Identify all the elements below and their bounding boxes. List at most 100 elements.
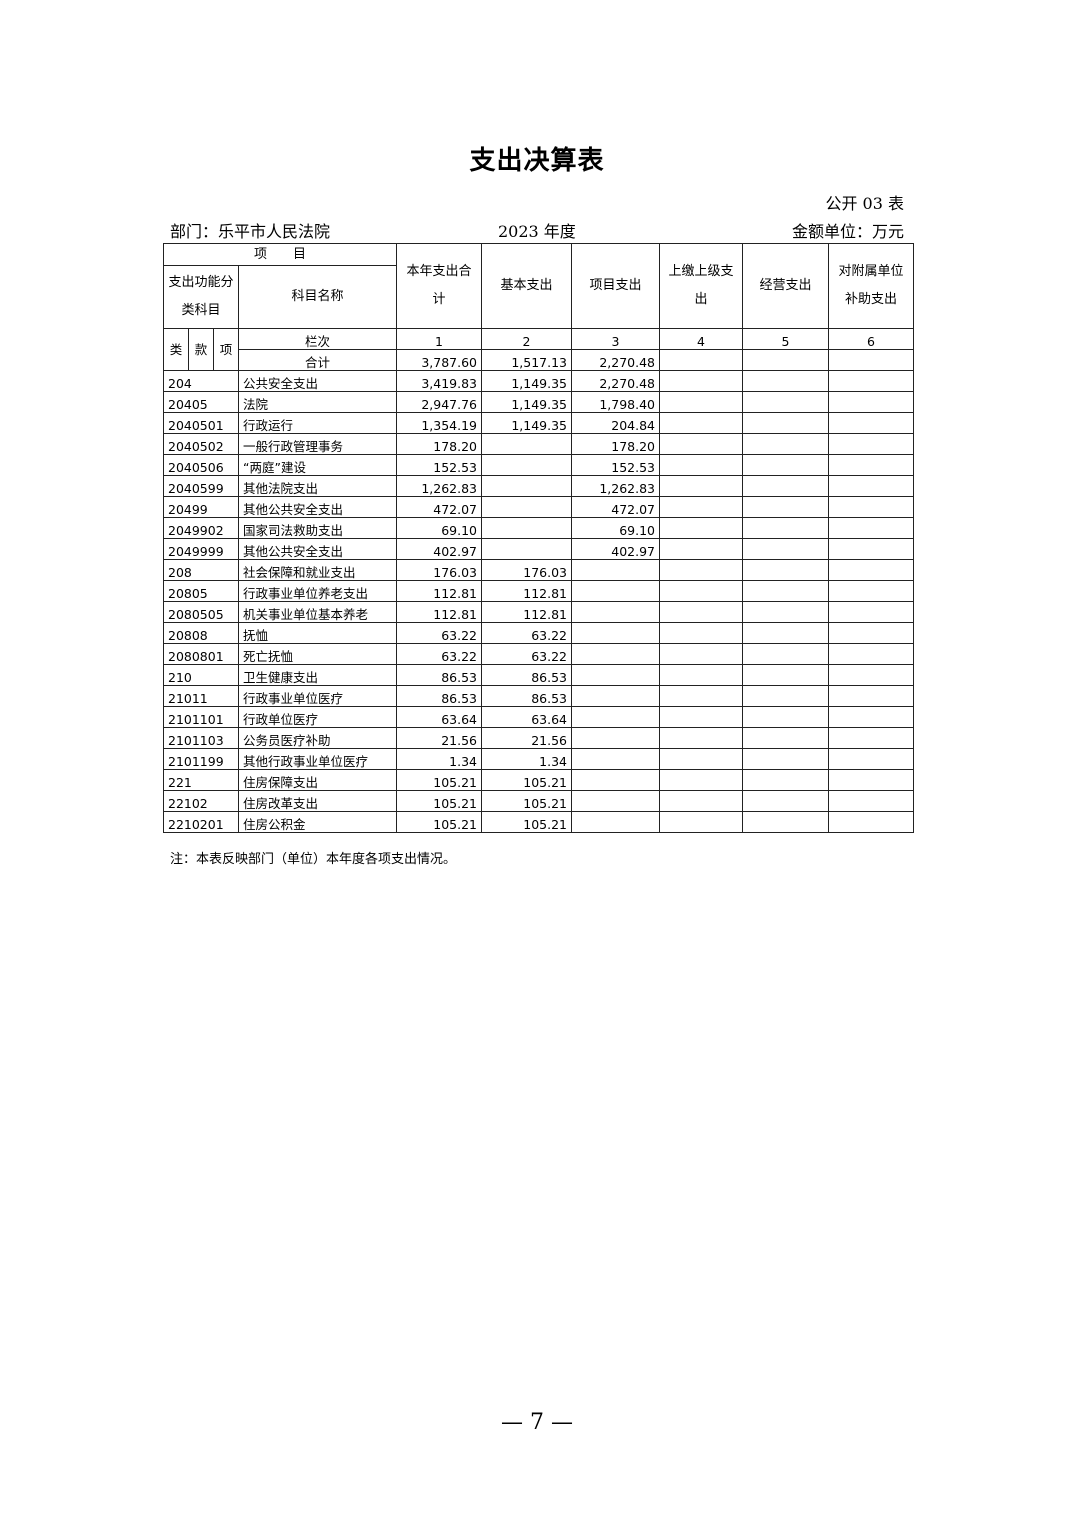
subject-name: 住房保障支出 bbox=[237, 769, 398, 791]
amount-cell: 1,354.19 bbox=[396, 412, 483, 434]
col-index: 3 bbox=[571, 328, 661, 350]
table-row: 21011 行政事业单位医疗 86.53 86.53 bbox=[163, 685, 915, 707]
col-index: 5 bbox=[742, 328, 830, 350]
amount-cell bbox=[571, 601, 661, 623]
header-col-5: 经营支出 bbox=[742, 243, 830, 329]
amount-cell: 86.53 bbox=[481, 685, 573, 707]
amount-cell bbox=[828, 580, 915, 602]
amount-cell bbox=[659, 811, 744, 833]
amount-cell bbox=[571, 769, 661, 791]
department: 部门：乐平市人民法院 bbox=[170, 222, 331, 241]
amount-cell bbox=[742, 685, 830, 707]
header-lei: 类 bbox=[163, 328, 189, 371]
amount-cell bbox=[659, 538, 744, 560]
table-row: 20805 行政事业单位养老支出 112.81 112.81 bbox=[163, 580, 915, 602]
amount-cell: 402.97 bbox=[396, 538, 483, 560]
amount-cell: 105.21 bbox=[396, 769, 483, 791]
table-row: 2101103 公务员医疗补助 21.56 21.56 bbox=[163, 727, 915, 749]
amount-cell: 204.84 bbox=[571, 412, 661, 434]
subject-code: 221 bbox=[163, 769, 239, 791]
amount-cell bbox=[742, 748, 830, 770]
amount-cell bbox=[828, 412, 915, 434]
subject-code: 20499 bbox=[163, 496, 239, 518]
amount-cell bbox=[742, 412, 830, 434]
amount-cell: 3,419.83 bbox=[396, 370, 483, 392]
header-col-2: 基本支出 bbox=[481, 243, 573, 329]
subject-code: 204 bbox=[163, 370, 239, 392]
amount-cell bbox=[659, 475, 744, 497]
amount-cell bbox=[659, 643, 744, 665]
amount-cell bbox=[481, 454, 573, 476]
header-col-4: 上缴上级支出 bbox=[659, 243, 744, 329]
amount-cell bbox=[571, 664, 661, 686]
amount-cell bbox=[742, 622, 830, 644]
amount-cell: 112.81 bbox=[481, 580, 573, 602]
col-index-label: 栏次 bbox=[237, 328, 398, 350]
total-value: 1,517.13 bbox=[481, 349, 573, 371]
amount-cell bbox=[481, 517, 573, 539]
amount-cell bbox=[742, 811, 830, 833]
amount-cell: 1.34 bbox=[481, 748, 573, 770]
subject-code: 20805 bbox=[163, 580, 239, 602]
table-note: 注：本表反映部门（单位）本年度各项支出情况。 bbox=[170, 852, 457, 867]
table-row: 2210201 住房公积金 105.21 105.21 bbox=[163, 811, 915, 833]
amount-cell bbox=[481, 496, 573, 518]
amount-cell bbox=[659, 769, 744, 791]
amount-cell: 152.53 bbox=[571, 454, 661, 476]
subject-code: 22102 bbox=[163, 790, 239, 812]
amount-cell: 105.21 bbox=[481, 790, 573, 812]
amount-cell bbox=[742, 559, 830, 581]
subject-name: 公务员医疗补助 bbox=[237, 727, 398, 749]
amount-cell: 1,798.40 bbox=[571, 391, 661, 413]
table-row: 2040599 其他法院支出 1,262.83 1,262.83 bbox=[163, 475, 915, 497]
subject-code: 2049902 bbox=[163, 517, 239, 539]
amount-cell: 1,149.35 bbox=[481, 391, 573, 413]
amount-cell bbox=[742, 517, 830, 539]
table-row: 22102 住房改革支出 105.21 105.21 bbox=[163, 790, 915, 812]
amount-cell bbox=[742, 664, 830, 686]
subject-name: 一般行政管理事务 bbox=[237, 433, 398, 455]
expenditure-table: 项 目 本年支出合计 基本支出 项目支出 上缴上级支出 经营支出 对附属单位补助… bbox=[162, 243, 915, 833]
amount-cell bbox=[828, 706, 915, 728]
subject-code: 2080505 bbox=[163, 601, 239, 623]
amount-cell: 178.20 bbox=[571, 433, 661, 455]
table-row: 2049999 其他公共安全支出 402.97 402.97 bbox=[163, 538, 915, 560]
total-value bbox=[828, 349, 915, 371]
amount-cell bbox=[828, 643, 915, 665]
amount-cell bbox=[742, 601, 830, 623]
amount-cell bbox=[828, 664, 915, 686]
amount-cell bbox=[571, 748, 661, 770]
amount-cell: 63.22 bbox=[481, 643, 573, 665]
total-value bbox=[742, 349, 830, 371]
amount-cell bbox=[742, 706, 830, 728]
subject-code: 2049999 bbox=[163, 538, 239, 560]
subject-name: 住房公积金 bbox=[237, 811, 398, 833]
table-row: 2049902 国家司法救助支出 69.10 69.10 bbox=[163, 517, 915, 539]
subject-name: 社会保障和就业支出 bbox=[237, 559, 398, 581]
amount-cell: 63.64 bbox=[481, 706, 573, 728]
amount-cell bbox=[659, 580, 744, 602]
amount-cell: 402.97 bbox=[571, 538, 661, 560]
amount-cell bbox=[828, 538, 915, 560]
amount-cell: 176.03 bbox=[396, 559, 483, 581]
subject-name: 机关事业单位基本养老 bbox=[237, 601, 398, 623]
amount-cell bbox=[742, 433, 830, 455]
header-col-6: 对附属单位补助支出 bbox=[828, 243, 915, 329]
amount-cell bbox=[659, 622, 744, 644]
amount-cell: 1,262.83 bbox=[396, 475, 483, 497]
amount-cell bbox=[742, 580, 830, 602]
amount-cell bbox=[481, 538, 573, 560]
table-row: 221 住房保障支出 105.21 105.21 bbox=[163, 769, 915, 791]
table-row: 210 卫生健康支出 86.53 86.53 bbox=[163, 664, 915, 686]
header-col-3: 项目支出 bbox=[571, 243, 661, 329]
amount-cell: 63.22 bbox=[481, 622, 573, 644]
amount-cell: 105.21 bbox=[481, 811, 573, 833]
table-row: 20808 抚恤 63.22 63.22 bbox=[163, 622, 915, 644]
subject-name: 行政单位医疗 bbox=[237, 706, 398, 728]
header-kuan: 款 bbox=[188, 328, 214, 371]
amount-cell bbox=[828, 769, 915, 791]
amount-cell bbox=[571, 685, 661, 707]
table-row: 20405 法院 2,947.76 1,149.35 1,798.40 bbox=[163, 391, 915, 413]
subject-code: 2210201 bbox=[163, 811, 239, 833]
amount-cell: 176.03 bbox=[481, 559, 573, 581]
